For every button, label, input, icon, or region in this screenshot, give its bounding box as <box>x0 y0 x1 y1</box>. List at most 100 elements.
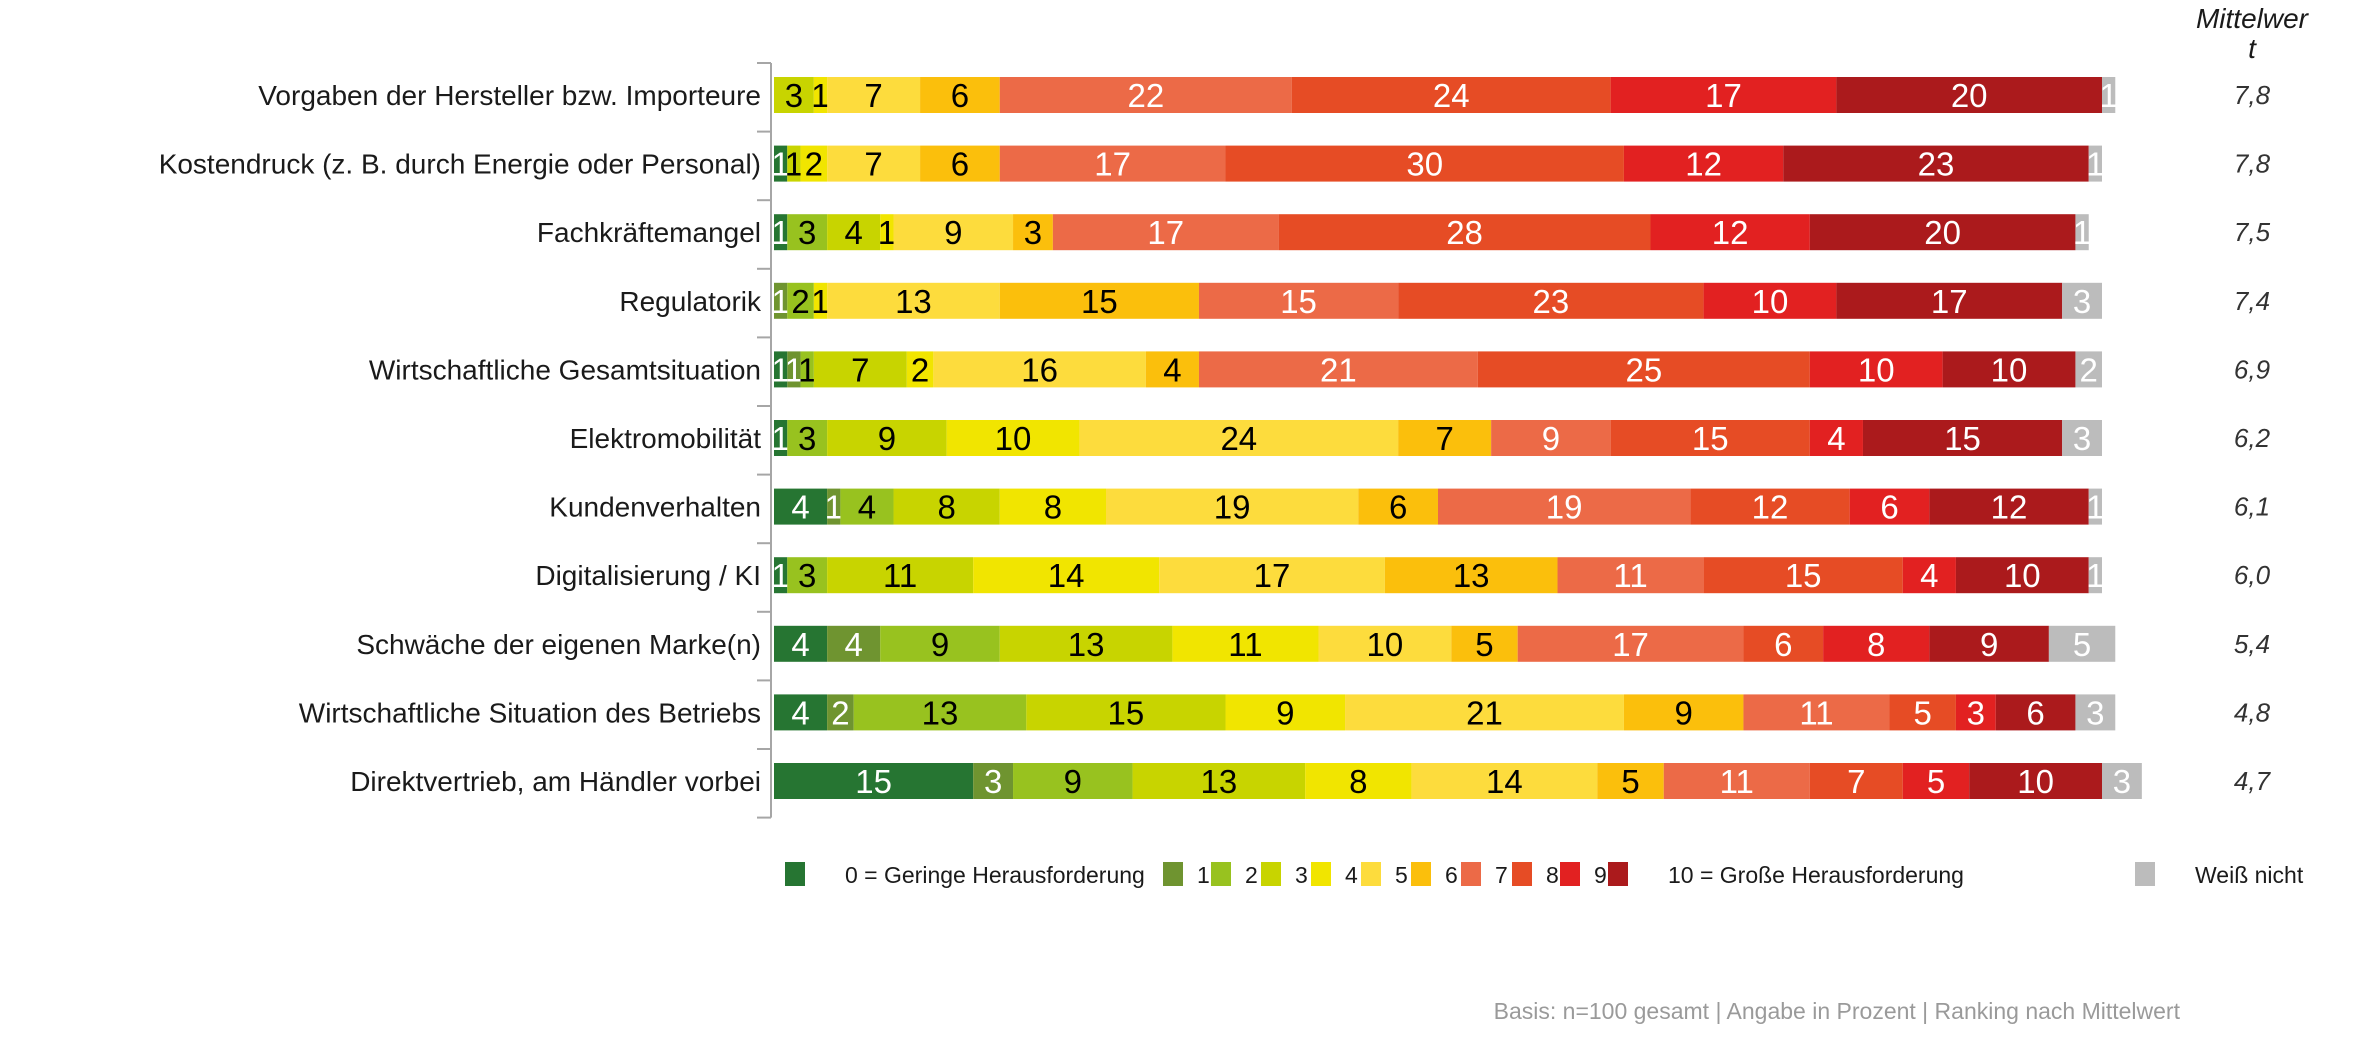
data-label: 7 <box>864 146 882 183</box>
bar-segment <box>1955 694 1996 731</box>
bar-segment <box>1623 694 1744 731</box>
mean-value: 7,5 <box>2234 217 2271 247</box>
data-label: 23 <box>1918 146 1955 183</box>
data-label: 17 <box>1705 77 1742 114</box>
bar-segment <box>827 77 921 113</box>
data-label: 2 <box>791 283 809 320</box>
bar-segment <box>1703 557 1903 594</box>
bar-segment <box>1013 763 1133 799</box>
bar-segment <box>999 282 1199 319</box>
legend-label: 4 <box>1345 862 1358 888</box>
bar-segment <box>880 625 1000 662</box>
bar-segment <box>1902 557 1956 594</box>
data-label: 15 <box>1692 420 1729 457</box>
mean-value: 7,8 <box>2234 149 2271 179</box>
data-label: 7 <box>851 351 869 388</box>
bar-segment <box>774 557 788 594</box>
bar-segment <box>840 488 894 525</box>
bar-segment <box>973 557 1160 594</box>
category-axis <box>757 62 772 819</box>
data-label: 4 <box>858 489 876 526</box>
bar-segment <box>813 77 828 113</box>
data-label: 1 <box>771 214 789 251</box>
data-label: 15 <box>1108 694 1145 731</box>
mean-value: 6,0 <box>2234 560 2271 590</box>
bar-segment <box>774 763 974 799</box>
category-labels: Vorgaben der Hersteller bzw. Importeure K… <box>159 80 762 797</box>
data-label: 16 <box>1021 351 1058 388</box>
legend-label: Weiß nicht <box>2195 862 2304 888</box>
data-label: 6 <box>1880 489 1898 526</box>
legend-swatch <box>1560 862 1580 886</box>
bar-segment <box>1318 625 1452 662</box>
bar-segment <box>774 694 828 731</box>
legend: 0 = Geringe Herausforderung 1 2 3 4 5 6 7 8 9 10 =… <box>785 862 2304 888</box>
footnote: Basis: n=100 gesamt | Angabe in Prozent … <box>1494 998 2181 1024</box>
category-label: Regulatorik <box>619 286 762 317</box>
bar-segment <box>1783 145 2089 182</box>
category-label: Kundenverhalten <box>549 492 761 523</box>
bar-row: 4 4 9 13 11 10 5 17 6 8 9 5 <box>774 625 2116 663</box>
legend-item: 10 = Große Herausforderung <box>1608 862 1964 888</box>
data-label: 19 <box>1214 489 1251 526</box>
data-label: 6 <box>951 146 969 183</box>
legend-label: 2 <box>1245 862 1258 888</box>
bar-segment <box>774 625 828 662</box>
bar-row: 1 3 11 14 17 13 11 15 4 10 1 <box>771 557 2105 594</box>
data-label: 14 <box>1486 763 1523 800</box>
bar-segment <box>1929 625 2049 662</box>
bar-segment <box>1955 557 2089 594</box>
data-label: 3 <box>2086 694 2104 731</box>
data-label: 1 <box>825 489 843 526</box>
bar-segment <box>2062 420 2102 456</box>
bar-segment <box>1052 214 1279 251</box>
bar-segment <box>1451 625 1518 662</box>
data-label: 9 <box>1542 420 1560 457</box>
data-label: 9 <box>1675 694 1693 731</box>
data-label: 1 <box>878 214 896 251</box>
bar-segment <box>1942 351 2076 388</box>
bar-row: 1 2 1 13 15 15 23 10 17 3 <box>771 282 2102 320</box>
bar-segment <box>1198 282 1399 319</box>
bar-segment <box>1969 763 2102 799</box>
data-label: 1 <box>2086 146 2104 183</box>
mean-header-line-2: t <box>2248 33 2257 64</box>
bar-row: 111 7 2 16 4 21 25 10 10 2 <box>771 351 2102 388</box>
data-label: 20 <box>1924 214 1961 251</box>
bar-segment <box>1557 557 1704 594</box>
bar-segment <box>1610 420 1810 456</box>
data-label: 15 <box>1280 283 1317 320</box>
bar-segment <box>1995 694 2076 731</box>
data-label: 4 <box>791 694 809 731</box>
data-label: 3 <box>798 557 816 594</box>
data-label: 3 <box>1024 214 1042 251</box>
bar-segment <box>1411 763 1598 799</box>
bar-segment <box>1159 557 1385 594</box>
legend-item: 3 <box>1261 862 1308 888</box>
mean-value: 4,8 <box>2234 697 2271 727</box>
data-label: 1 <box>2099 77 2117 114</box>
data-label: 23 <box>1533 283 1570 320</box>
bar-segment <box>1345 694 1624 731</box>
data-label: 4 <box>1827 420 1845 457</box>
bar-segment <box>827 694 854 731</box>
legend-swatch <box>1163 862 1183 886</box>
legend-swatch <box>1211 862 1231 886</box>
data-label: 9 <box>1064 763 1082 800</box>
data-label: 4 <box>791 626 809 663</box>
legend-item: 5 <box>1361 862 1408 888</box>
bar-segment <box>946 420 1080 456</box>
data-label: 1 <box>771 557 789 594</box>
data-label: 21 <box>1466 694 1503 731</box>
legend-swatch <box>1311 862 1331 886</box>
bar-segment <box>1836 77 2102 113</box>
bar-segment <box>1517 625 1744 662</box>
data-label: 2 <box>805 146 823 183</box>
data-label: 1 <box>811 77 829 114</box>
legend-label: 1 <box>1197 862 1210 888</box>
bar-segment <box>2062 282 2102 319</box>
bar-segment <box>1889 694 1956 731</box>
data-label: 12 <box>1712 214 1749 251</box>
data-label: 1 <box>771 283 789 320</box>
